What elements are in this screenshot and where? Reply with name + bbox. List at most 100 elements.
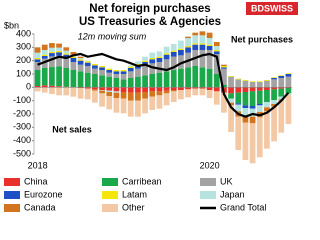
bar-segment: [192, 43, 199, 45]
bar-segment: [120, 87, 127, 92]
bar-segment: [106, 96, 113, 110]
bar-segment: [235, 104, 242, 112]
y-tick-label: 300: [16, 42, 31, 52]
bar-segment: [84, 88, 91, 100]
bar-segment: [221, 92, 227, 113]
bar-segment: [285, 94, 292, 124]
bar-segment: [63, 53, 70, 55]
bar-segment: [49, 47, 55, 52]
bar-segment: [285, 76, 292, 88]
bar-segment: [163, 87, 170, 91]
bar-segment: [149, 63, 156, 74]
bar-segment: [213, 91, 220, 105]
bar-segment: [242, 116, 249, 123]
bar-segment: [178, 87, 184, 90]
bar-segment: [249, 91, 256, 106]
bar-segment: [192, 32, 199, 36]
bar-segment: [199, 43, 206, 45]
bar-segment: [156, 51, 163, 57]
bar-segment: [149, 91, 156, 97]
bar-segment: [84, 60, 91, 62]
bar-segment: [213, 54, 220, 74]
bar-segment: [70, 62, 77, 70]
bar-segment: [120, 92, 127, 99]
bar-segment: [135, 61, 141, 64]
bar-segment: [228, 105, 234, 132]
legend-label: Carribean: [122, 176, 162, 186]
bar-segment: [113, 98, 120, 113]
bar-segment: [113, 91, 120, 93]
bar-segment: [278, 100, 285, 133]
bar-segment: [221, 67, 227, 69]
bar-segment: [92, 87, 98, 90]
y-tick-label: 100: [16, 68, 31, 78]
bar-segment: [206, 90, 213, 98]
bar-segment: [92, 74, 98, 88]
bar-segment: [278, 75, 285, 76]
bar-segment: [156, 62, 163, 73]
bar-segment: [235, 78, 242, 80]
bar-segment: [221, 84, 227, 88]
bar-segment: [34, 58, 41, 60]
bar-segment: [185, 36, 191, 38]
bar-segment: [63, 68, 70, 87]
bar-segment: [228, 76, 234, 77]
bar-segment: [127, 87, 134, 93]
bar-segment: [49, 56, 55, 68]
line: [37, 52, 290, 118]
bar-segment: [84, 66, 91, 73]
bar-segment: [156, 91, 163, 96]
bar-segment: [84, 72, 91, 88]
bar-segment: [106, 76, 113, 88]
bar-segment: [77, 60, 84, 65]
bar-segment: [228, 98, 234, 103]
bar-segment: [170, 90, 177, 92]
bar-segment: [63, 50, 70, 54]
bar-segment: [49, 53, 55, 57]
legend-swatch: [102, 204, 118, 212]
bar-segment: [142, 75, 148, 88]
legend-label: UK: [220, 176, 233, 186]
bar-segment: [256, 104, 263, 106]
bar-segment: [77, 59, 84, 61]
bar-segment: [63, 54, 70, 59]
bar-segment: [264, 111, 270, 149]
bar-segment: [77, 88, 84, 99]
bar-segment: [192, 87, 199, 89]
bar-segment: [99, 90, 105, 94]
bar-segment: [278, 88, 285, 97]
bar-segment: [41, 87, 48, 93]
bar-segment: [206, 46, 213, 50]
bar-segment: [49, 87, 55, 94]
bar-segment: [235, 87, 242, 93]
bar-segment: [34, 59, 41, 62]
y-axis-label: $bn: [4, 20, 19, 30]
bar-segment: [113, 78, 120, 88]
bar-segment: [178, 90, 184, 100]
bar-segment: [235, 116, 242, 150]
bar-segment: [278, 96, 285, 100]
bar-segment: [34, 62, 41, 70]
bar-segment: [278, 78, 285, 88]
bar-segment: [92, 64, 98, 66]
bar-segment: [142, 98, 148, 114]
y-tick-label: -500: [13, 148, 31, 158]
bar-segment: [149, 74, 156, 88]
bar-segment: [106, 90, 113, 92]
bar-segment: [271, 106, 277, 142]
bar-segment: [163, 59, 170, 72]
bar-segment: [249, 123, 256, 164]
bar-segment: [41, 44, 48, 50]
bar-segment: [70, 52, 77, 55]
bar-segment: [135, 68, 141, 77]
bar-segment: [120, 74, 127, 80]
bar-segment: [213, 87, 220, 92]
bar-segment: [249, 108, 256, 117]
bar-segment: [142, 60, 148, 62]
bar-segment: [271, 87, 277, 90]
bar-segment: [106, 70, 113, 73]
legend-swatch: [4, 204, 20, 212]
bar-segment: [163, 90, 170, 94]
bar-segment: [249, 106, 256, 109]
bar-segment: [70, 70, 77, 88]
